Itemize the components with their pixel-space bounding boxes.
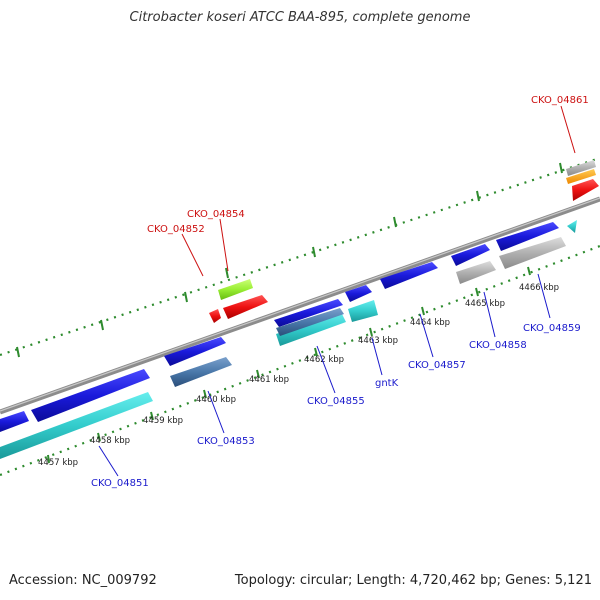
cds-CKO_04851-forward[interactable]: [0, 411, 29, 432]
cds-CKO_04859-reverse[interactable]: [499, 237, 566, 269]
gene-label-CKO_04858[interactable]: CKO_04858: [469, 340, 527, 351]
leader-CKO_04859: [537, 273, 551, 319]
gene-label-gntK[interactable]: gntK: [375, 378, 399, 389]
cds-CKO_04852-red[interactable]: [209, 309, 221, 323]
cds-CKO_04857-forward[interactable]: [380, 262, 438, 289]
scale-label-4458: 4458 kbp: [90, 436, 130, 446]
leader-CKO_04861: [560, 105, 576, 154]
gene-label-CKO_04853[interactable]: CKO_04853: [197, 436, 255, 447]
accession-text: Accession: NC_009792: [9, 573, 157, 588]
leader-gntK: [371, 337, 383, 376]
scale-label-4463: 4463 kbp: [358, 336, 398, 346]
leader-CKO_04855: [316, 345, 336, 394]
scale-label-4465: 4465 kbp: [465, 299, 505, 309]
cds-CKO_04855-steel[interactable]: [276, 308, 344, 336]
cds-CKO_04855-reverse[interactable]: [276, 312, 346, 346]
cds-CKO_04851-forward-2[interactable]: [31, 369, 150, 422]
gene-label-CKO_04855[interactable]: CKO_04855: [307, 396, 365, 407]
scale-label-4461: 4461 kbp: [249, 375, 289, 385]
cds-CKO_04851-reverse[interactable]: [0, 392, 153, 459]
leader-CKO_04851: [98, 445, 119, 477]
leader-CKO_04853: [207, 390, 225, 434]
leader-CKO_04854: [219, 218, 229, 272]
scale-label-4462: 4462 kbp: [304, 355, 344, 365]
map-title: Citrobacter koseri ATCC BAA-895, complet…: [129, 10, 471, 25]
cds-CKO_04861-grey[interactable]: [566, 160, 596, 176]
backbone-highlight: [0, 197, 600, 412]
cds-gntK-forward[interactable]: [345, 285, 372, 302]
cds-CKO_04861-orange[interactable]: [566, 169, 596, 184]
cds-gntK-reverse[interactable]: [348, 300, 378, 322]
gene-label-CKO_04854[interactable]: CKO_04854: [187, 209, 245, 220]
leader-CKO_04852: [181, 233, 204, 277]
cds-CKO_04855-forward[interactable]: [274, 299, 343, 327]
cds-CKO_04858-forward[interactable]: [451, 244, 490, 266]
gene-label-CKO_04859[interactable]: CKO_04859: [523, 323, 581, 334]
cds-CKO_04858-reverse[interactable]: [456, 261, 496, 284]
gene-label-CKO_04857[interactable]: CKO_04857: [408, 360, 466, 371]
inner-ruler: [0, 244, 600, 477]
cds-CKO_04853-forward[interactable]: [164, 337, 226, 366]
gene-label-CKO_04861[interactable]: CKO_04861: [531, 95, 589, 106]
cds-CKO_04859-forward[interactable]: [496, 222, 559, 251]
gene-label-CKO_04851[interactable]: CKO_04851: [91, 478, 149, 489]
cds-CKO_04854-green[interactable]: [218, 279, 253, 300]
genome-summary-text: Topology: circular; Length: 4,720,462 bp…: [234, 573, 592, 588]
scale-label-4457: 4457 kbp: [38, 458, 78, 468]
leader-CKO_04857: [419, 313, 434, 358]
cds-CKO_04853-reverse[interactable]: [170, 357, 232, 387]
backbone-line: [0, 196, 600, 415]
scale-label-4460: 4460 kbp: [196, 395, 236, 405]
outer-ruler: [0, 156, 600, 357]
cds-CKO_04854-red[interactable]: [223, 295, 268, 319]
inner-ruler-major-ticks: [47, 266, 531, 464]
gene-label-CKO_04852[interactable]: CKO_04852: [147, 224, 205, 235]
cds-small-cyan-marker[interactable]: [567, 220, 577, 233]
scale-label-4459: 4459 kbp: [143, 416, 183, 426]
leader-CKO_04858: [483, 291, 496, 338]
scale-label-4466: 4466 kbp: [519, 283, 559, 293]
outer-ruler-major-ticks: [16, 162, 563, 358]
scale-label-4464: 4464 kbp: [410, 318, 450, 328]
cds-CKO_04861-red[interactable]: [572, 179, 599, 201]
